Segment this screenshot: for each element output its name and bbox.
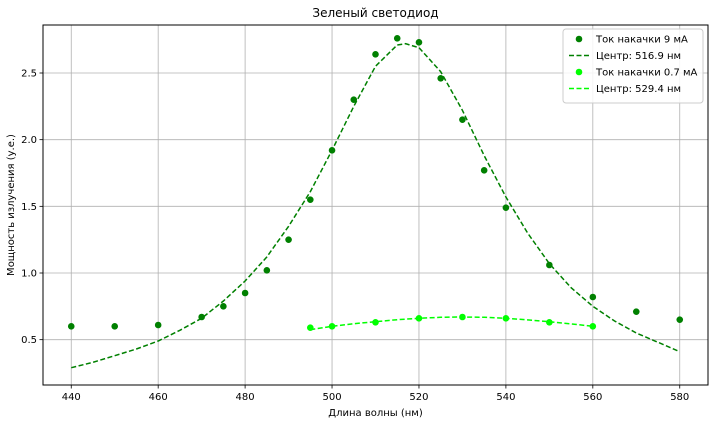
data-point-series-2: [372, 319, 379, 326]
x-tick-label: 560: [583, 392, 602, 403]
legend-swatch-marker: [575, 35, 583, 43]
data-point-series-0: [241, 289, 249, 297]
x-tick-label: 500: [322, 392, 341, 403]
data-point-series-0: [459, 116, 466, 123]
data-point-series-0: [372, 51, 379, 58]
x-tick-label: 580: [670, 392, 689, 403]
data-point-series-0: [502, 204, 510, 211]
legend-entry-label: Центр: 516.9 нм: [596, 51, 681, 62]
data-point-series-0: [220, 303, 227, 310]
data-point-series-0: [111, 323, 119, 330]
data-point-series-0: [480, 167, 488, 174]
data-point-series-0: [393, 35, 401, 42]
y-tick-label: 2.5: [21, 69, 37, 80]
x-axis-label: Длина волны (нм): [328, 408, 423, 419]
legend-box: [562, 28, 704, 104]
x-tick-label: 460: [149, 392, 168, 403]
plot-frame: [42, 24, 709, 386]
y-tick-label: 2.0: [21, 135, 37, 146]
x-tick-label: 440: [62, 392, 81, 403]
data-point-series-0: [263, 267, 271, 274]
y-tick-label: 1.0: [21, 269, 37, 280]
data-point-series-0: [546, 261, 553, 269]
data-point-series-0: [350, 96, 358, 103]
y-tick-label: 0.5: [21, 335, 37, 346]
data-point-series-0: [67, 323, 75, 330]
y-tick-label: 1.5: [21, 202, 37, 213]
data-point-series-0: [589, 293, 597, 301]
data-point-series-0: [285, 236, 292, 243]
data-point-series-2: [546, 319, 553, 326]
x-tick-label: 520: [409, 392, 428, 403]
data-point-series-0: [307, 196, 314, 203]
axis-ticks: 440 460 480 500 520 540 560 580 0.5 1.0 1.5 2.0 2.5: [21, 69, 689, 404]
chart-title: Зеленый светодиод: [312, 6, 438, 20]
plot-series: [67, 35, 684, 369]
data-point-series-0: [415, 39, 423, 46]
fit-curve-series-3: [310, 316, 593, 331]
data-point-series-0: [437, 75, 444, 82]
data-point-series-0: [154, 321, 162, 329]
legend: Ток накачки 9 мА Центр: 516.9 нм Ток накач…: [562, 28, 704, 104]
legend-entry-label: Ток накачки 9 мА: [595, 35, 688, 46]
x-tick-label: 480: [236, 392, 255, 403]
y-axis-label: Мощность излучения (у.е.): [6, 134, 17, 276]
data-point-series-2: [328, 323, 336, 330]
legend-entry-label: Ток накачки 0.7 мА: [595, 68, 698, 79]
data-point-series-2: [589, 323, 597, 330]
x-tick-label: 540: [496, 392, 515, 403]
data-point-series-0: [632, 308, 640, 315]
legend-swatch-marker: [575, 68, 583, 76]
data-point-series-0: [676, 316, 684, 323]
legend-entry-label: Центр: 529.4 нм: [596, 84, 681, 95]
